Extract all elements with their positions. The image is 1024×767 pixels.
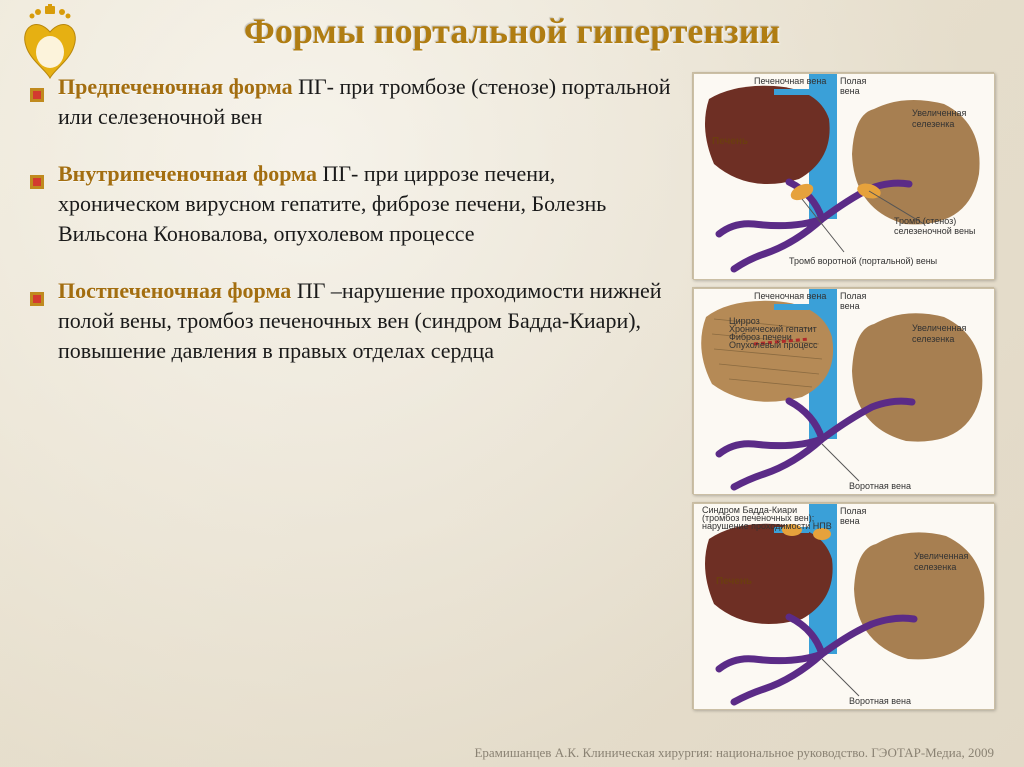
content-area: Предпеченочная форма ПГ- при тромбозе (с… bbox=[30, 72, 994, 709]
section-heading: Постпеченочная форма bbox=[58, 278, 291, 303]
diagram-posthepatic: Синдром Бадда-Киари (тромбоз печеночных … bbox=[692, 502, 994, 709]
label-vena-cava: Полаявена bbox=[840, 291, 867, 311]
citation: Ерамишанцев А.К. Клиническая хирургия: н… bbox=[474, 745, 994, 761]
text-column: Предпеченочная форма ПГ- при тромбозе (с… bbox=[30, 72, 677, 709]
label-vena-cava: Полаявена bbox=[840, 76, 867, 96]
bullet-icon bbox=[30, 80, 44, 94]
label-hepatic-vein: Печеночная вена bbox=[754, 76, 826, 86]
label-thrombus-splenic: Тромб (стеноз)селезеночной вены bbox=[894, 216, 975, 236]
bullet-icon bbox=[30, 167, 44, 181]
section-prehepatic: Предпеченочная форма ПГ- при тромбозе (с… bbox=[30, 72, 677, 131]
label-thrombus-portal: Тромб воротной (портальной) вены bbox=[789, 256, 937, 266]
section-posthepatic: Постпеченочная форма ПГ –нарушение прохо… bbox=[30, 276, 677, 365]
diagram-prehepatic: Печеночная вена Полаявена Печень Увеличе… bbox=[692, 72, 994, 279]
label-portal-vein: Воротная вена bbox=[849, 481, 911, 491]
section-heading: Внутрипеченочная форма bbox=[58, 161, 317, 186]
label-vena-cava: Полаявена bbox=[840, 506, 867, 526]
label-portal-vein: Воротная вена bbox=[849, 696, 911, 706]
label-liver: Печень bbox=[712, 136, 748, 147]
section-intrahepatic: Внутрипеченочная форма ПГ- при циррозе п… bbox=[30, 159, 677, 248]
diagram-column: Печеночная вена Полаявена Печень Увеличе… bbox=[692, 72, 994, 709]
label-liver: Печень bbox=[716, 576, 752, 587]
section-heading: Предпеченочная форма bbox=[58, 74, 293, 99]
diagram-intrahepatic: Печеночная вена Полаявена ЦиррозХроничес… bbox=[692, 287, 994, 494]
bullet-icon bbox=[30, 284, 44, 298]
label-hepatic-vein: Печеночная вена bbox=[754, 291, 826, 301]
slide-title: Формы портальной гипертензии bbox=[30, 10, 994, 52]
